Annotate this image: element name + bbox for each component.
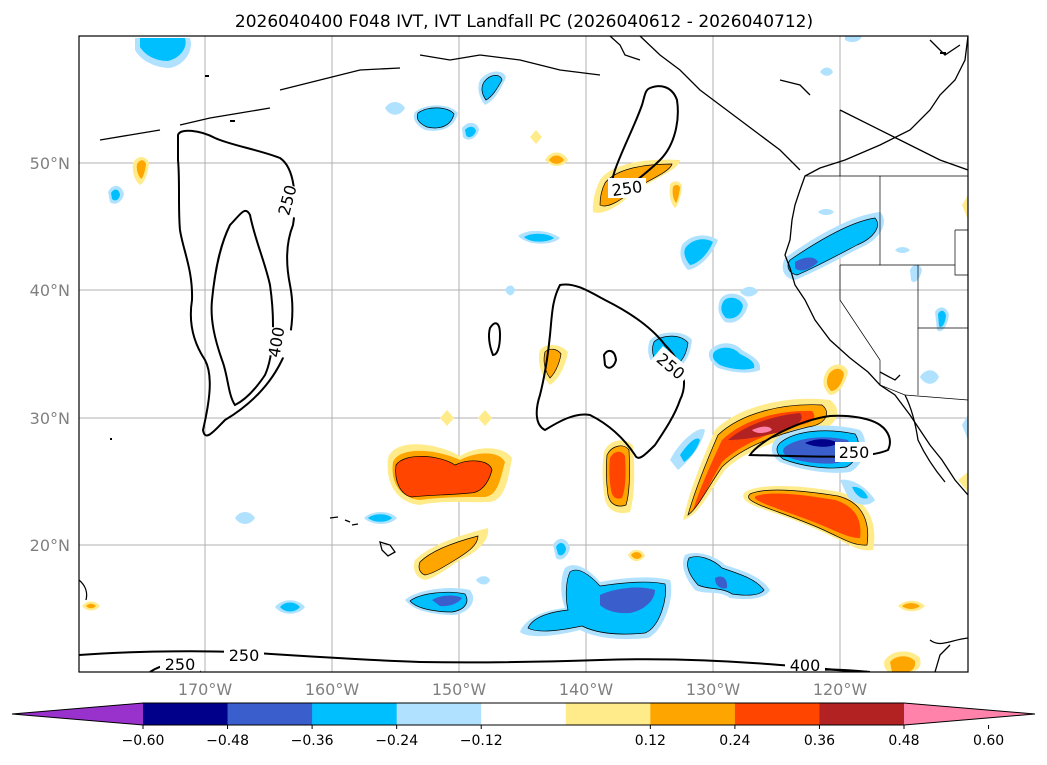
lon-label-130w: 130°W	[686, 680, 741, 699]
islands	[110, 52, 946, 440]
lat-label-50n: 50°N	[30, 154, 70, 173]
contour-250-south	[79, 650, 871, 672]
latitude-labels: 50°N 40°N 30°N 20°N	[30, 154, 70, 555]
contour-label: 400	[790, 656, 821, 675]
ivt-contours	[79, 85, 891, 672]
colorbar-swatch	[819, 703, 905, 725]
colorbar-tick-label: 0.60	[973, 733, 1004, 749]
colorbar-swatch	[312, 703, 398, 725]
map-frame	[78, 35, 969, 673]
colorbar-extend-low	[12, 703, 143, 725]
colorbar-tick-label: −0.60	[122, 733, 165, 749]
colorbar-tick-label: 0.36	[804, 733, 835, 749]
colorbar: −0.60 −0.48 −0.36 −0.24 −0.12 0.12 0.24 0.36 0.4…	[11, 702, 1036, 749]
colorbar-swatch	[143, 703, 229, 725]
lon-label-120w: 120°W	[813, 680, 868, 699]
colorbar-tick-label: 0.48	[888, 733, 919, 749]
map-panel: 250 400 250 250 250 250 250 400	[78, 35, 969, 675]
colorbar-swatch	[481, 703, 567, 725]
map-background	[79, 36, 968, 672]
colorbar-swatch	[227, 703, 313, 725]
lon-label-140w: 140°W	[559, 680, 614, 699]
lon-label-160w: 160°W	[305, 680, 360, 699]
colorbar-tick-label: 0.12	[635, 733, 666, 749]
positive-anomaly-fills	[82, 130, 968, 672]
colorbar-tick-label: −0.12	[460, 733, 503, 749]
state-borders	[805, 110, 968, 401]
map-title: 2026040400 F048 IVT, IVT Landfall PC (20…	[235, 12, 813, 32]
lat-label-40n: 40°N	[30, 281, 70, 300]
longitude-labels: 170°W 160°W 150°W 140°W 130°W 120°W	[178, 680, 868, 699]
colorbar-tick-label: 0.24	[719, 733, 750, 749]
colorbar-swatch	[734, 703, 820, 725]
colorbar-swatch	[396, 703, 482, 725]
contour-400-west	[210, 209, 274, 407]
colorbar-swatch	[565, 703, 651, 725]
lat-label-20n: 20°N	[30, 536, 70, 555]
colorbar-tick-label: −0.24	[375, 733, 418, 749]
contour-label: 250	[611, 177, 644, 200]
lat-label-30n: 30°N	[30, 409, 70, 428]
coastlines	[79, 36, 968, 672]
contour-250-west	[177, 129, 296, 437]
contour-small-a	[602, 349, 618, 369]
colorbar-extend-high	[904, 703, 1035, 725]
contour-250-central	[535, 283, 685, 459]
lon-label-170w: 170°W	[178, 680, 233, 699]
colorbar-swatch	[650, 703, 736, 725]
contour-label: 250	[165, 655, 196, 674]
contour-label-group: 250 400 250 250 250 250 250 400	[160, 177, 873, 675]
contour-label: 250	[229, 646, 260, 665]
lon-label-150w: 150°W	[432, 680, 487, 699]
colorbar-tick-label: −0.48	[206, 733, 249, 749]
contour-label: 250	[839, 443, 870, 462]
contour-small-b	[488, 322, 502, 357]
colorbar-tick-label: −0.36	[291, 733, 334, 749]
